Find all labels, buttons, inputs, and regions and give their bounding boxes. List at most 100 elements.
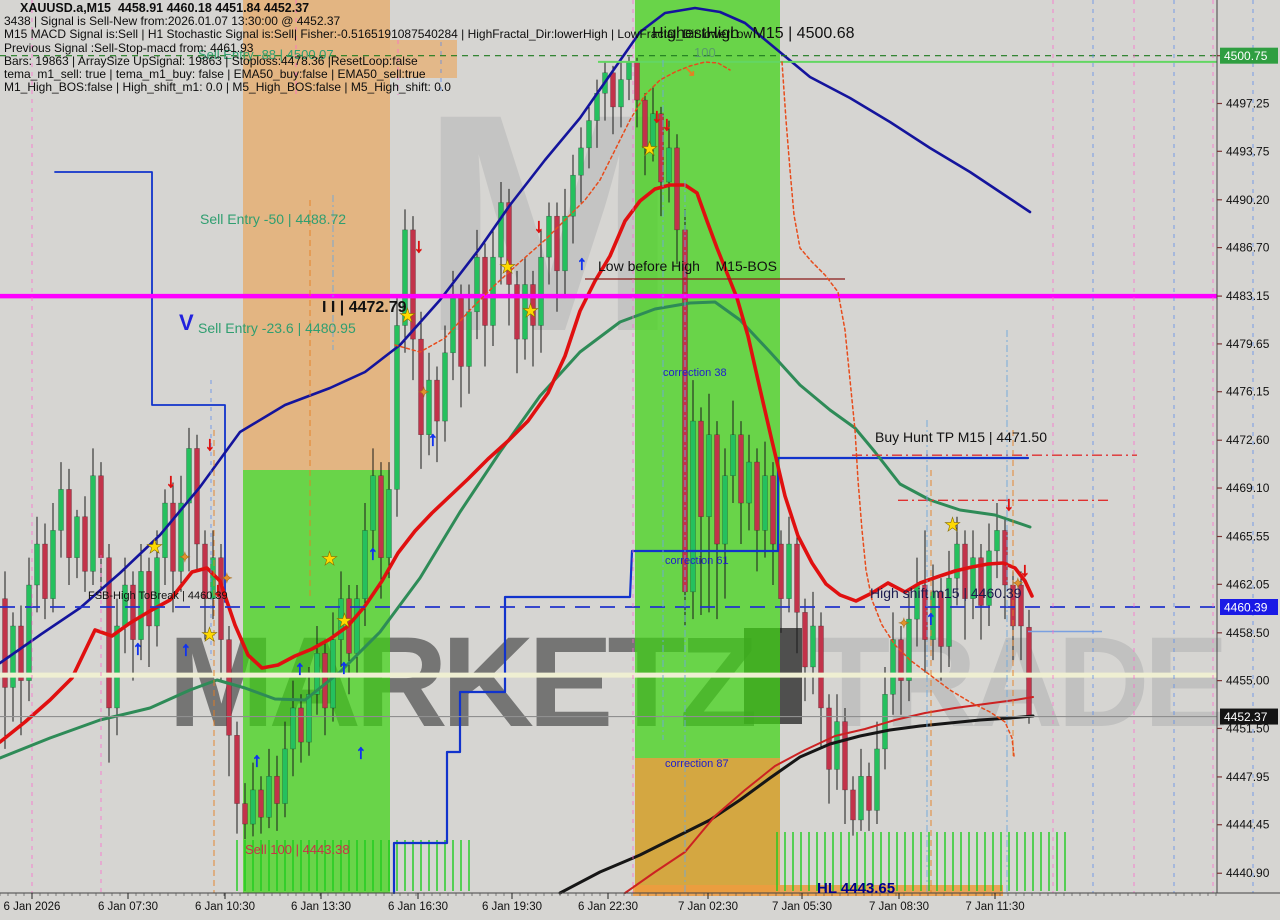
- bull-candle: [890, 639, 896, 695]
- zone-rect[interactable]: [390, 40, 457, 78]
- bull-candle: [650, 113, 656, 149]
- bull-candle: [706, 434, 712, 517]
- buy-arrow-icon: ↑: [577, 253, 587, 274]
- bear-candle: [298, 707, 304, 743]
- buy-arrow-icon: ↑: [181, 639, 191, 660]
- time-tick-label: 6 Jan 13:30: [291, 901, 351, 913]
- bull-candle: [370, 475, 376, 531]
- bear-candle: [658, 113, 664, 183]
- bear-candle: [202, 543, 208, 599]
- time-axis[interactable]: [0, 893, 1217, 899]
- sell-arrow-icon: ↓: [662, 114, 672, 135]
- price-box-4500.75: [1220, 47, 1278, 64]
- price-tick-label: 4493.75: [1226, 144, 1270, 158]
- sell-arrow-icon: ↓: [1004, 494, 1014, 515]
- price-box-label: 4452.37: [1224, 710, 1268, 724]
- signal-histogram: [236, 832, 1066, 891]
- sell-arrow-icon: ↓: [652, 106, 662, 127]
- level-lines: [0, 55, 1217, 718]
- time-tick-label: 6 Jan 10:30: [195, 901, 255, 913]
- bear-candle: [922, 584, 928, 640]
- bear-candle: [866, 775, 872, 811]
- price-axis[interactable]: [1217, 47, 1278, 874]
- bear-candle: [778, 543, 784, 599]
- bear-candle: [194, 448, 200, 545]
- bull-candle: [618, 79, 624, 108]
- bull-candle: [386, 489, 392, 558]
- price-tick-label: 4458.50: [1226, 626, 1270, 640]
- price-tick-label: 4451.50: [1226, 721, 1270, 735]
- zone-rect[interactable]: [243, 0, 390, 470]
- bull-candle: [154, 557, 160, 627]
- red-slow-ma-line: [624, 696, 1034, 894]
- sell-arrow-icon: ↓: [534, 216, 544, 237]
- price-tick-label: 4469.10: [1226, 481, 1270, 495]
- bear-candle: [434, 379, 440, 422]
- star-signal-icon: ★: [336, 611, 353, 632]
- time-tick-label: 6 Jan 2026: [4, 901, 61, 913]
- bull-candle: [522, 284, 528, 340]
- bear-candle: [898, 639, 904, 681]
- price-tick-label: 4479.65: [1226, 337, 1270, 351]
- star-signal-icon: ★: [522, 301, 539, 322]
- price-tick-label: 4465.55: [1226, 530, 1270, 544]
- bull-candle: [994, 530, 1000, 552]
- time-tick-label: 6 Jan 22:30: [578, 901, 638, 913]
- bull-candle: [442, 352, 448, 422]
- fractal-star-icon: ✦: [221, 570, 233, 586]
- bull-candle: [114, 625, 120, 709]
- fractal-star-icon: ✦: [898, 615, 910, 631]
- bear-candle: [1018, 584, 1024, 627]
- bear-candle: [98, 475, 104, 558]
- buy-arrow-icon: ↑: [356, 742, 366, 763]
- time-tick-label: 6 Jan 07:30: [98, 901, 158, 913]
- bear-candle: [170, 502, 176, 572]
- bull-candle: [138, 571, 144, 640]
- star-signal-icon: ★: [499, 257, 516, 278]
- bull-candle: [402, 229, 408, 326]
- star-signal-icon: ★: [399, 306, 416, 327]
- bear-candle: [610, 72, 616, 108]
- bear-candle: [218, 557, 224, 640]
- bull-candle: [426, 379, 432, 435]
- bear-candle: [458, 297, 464, 367]
- time-tick-label: 7 Jan 11:30: [965, 901, 1024, 913]
- bull-candle: [762, 475, 768, 531]
- price-tick-label: 4440.90: [1226, 866, 1270, 880]
- bear-candle: [274, 775, 280, 804]
- bear-candle: [2, 598, 8, 688]
- bear-candle: [226, 639, 232, 736]
- bear-candle: [258, 789, 264, 818]
- bear-candle: [242, 803, 248, 825]
- bull-candle: [50, 530, 56, 599]
- green-ma-line: [0, 300, 1032, 760]
- price-tick-label: 4497.25: [1226, 96, 1270, 110]
- bear-candle: [634, 61, 640, 101]
- bull-candle: [10, 625, 16, 688]
- price-tick-label: 4455.00: [1226, 674, 1270, 688]
- bear-candle: [842, 721, 848, 791]
- bull-candle: [954, 543, 960, 579]
- bear-candle: [146, 571, 152, 627]
- black-slow-ma-line: [558, 714, 1035, 895]
- bull-candle: [626, 61, 632, 80]
- bull-candle: [730, 434, 736, 476]
- star-signal-icon: ★: [944, 515, 961, 536]
- sell-arrow-icon: ↓: [166, 471, 176, 492]
- bull-candle: [858, 775, 864, 821]
- bull-candle: [874, 748, 880, 811]
- sell-arrow-icon: ↓: [213, 580, 223, 601]
- bull-candle: [834, 721, 840, 770]
- zone-rect[interactable]: [633, 885, 1003, 896]
- bull-candle: [586, 120, 592, 149]
- price-box-label: 4460.39: [1224, 601, 1268, 615]
- bear-candle: [738, 434, 744, 504]
- buy-arrow-icon: ↑: [428, 429, 438, 450]
- bull-candle: [490, 256, 496, 326]
- bear-candle: [754, 461, 760, 531]
- time-tick-label: 7 Jan 02:30: [678, 901, 738, 913]
- bull-candle: [266, 775, 272, 818]
- navy-ma-line: [0, 6, 1032, 665]
